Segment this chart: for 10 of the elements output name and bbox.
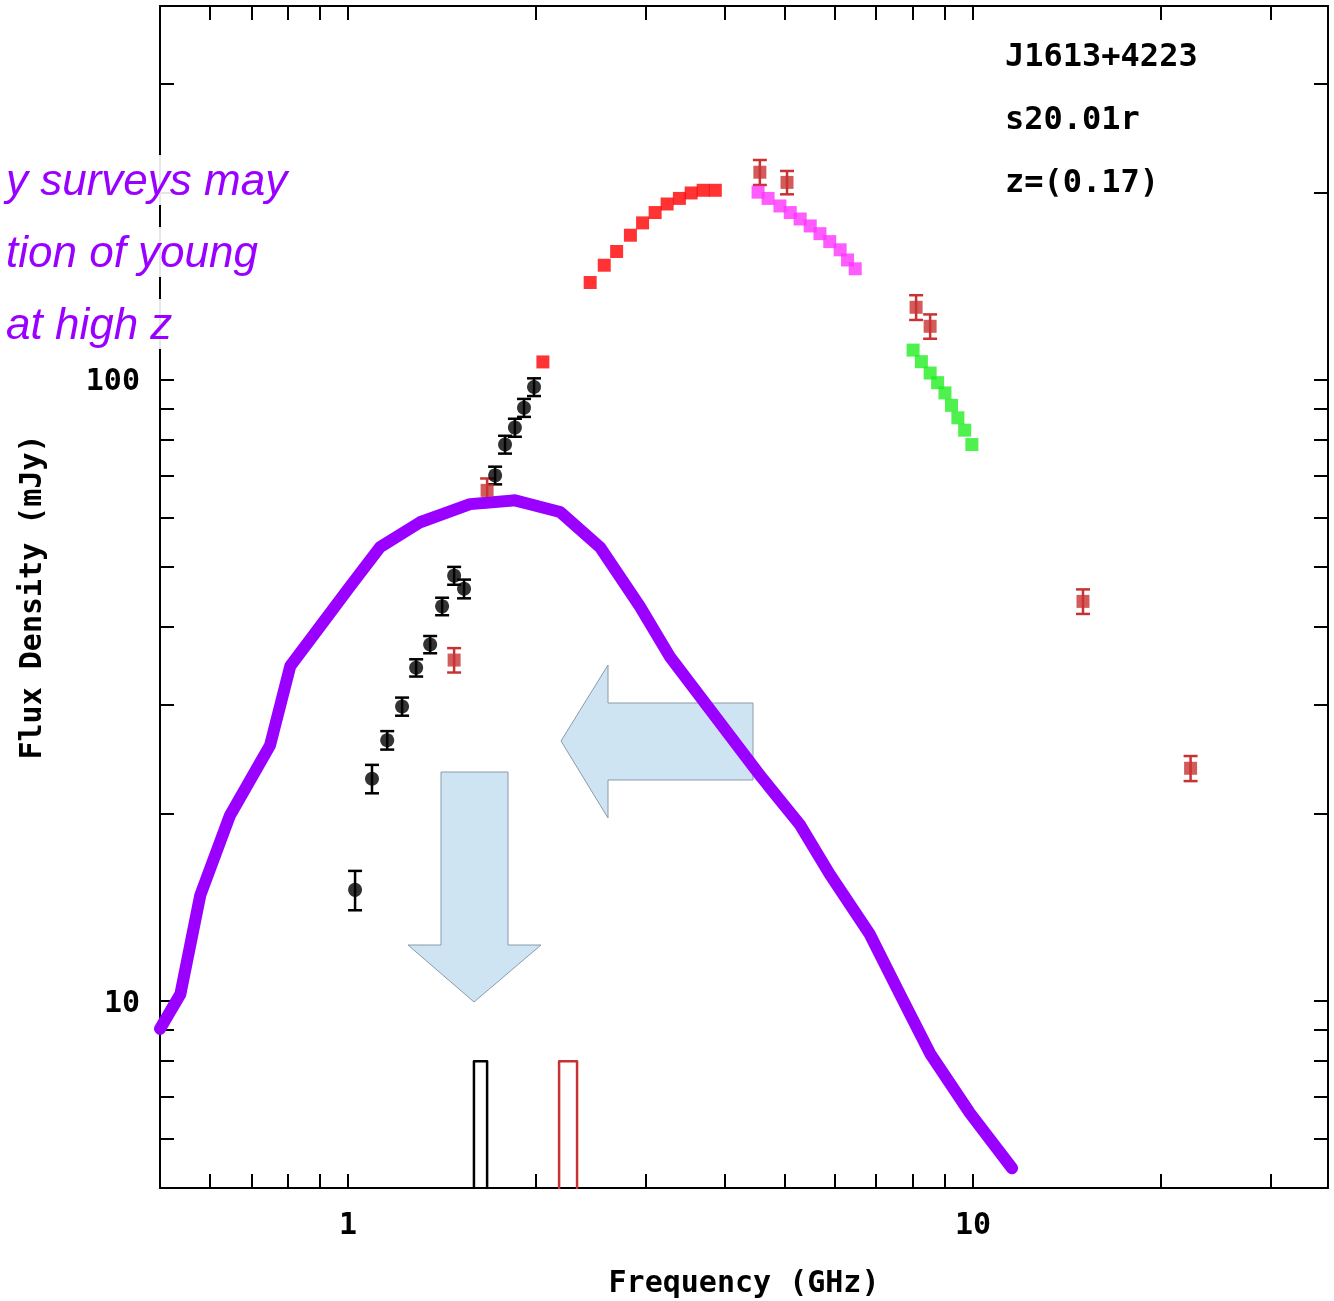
annotation: tion of young (0, 227, 262, 277)
x-tick-label: 1 (339, 1205, 358, 1241)
annotation: y surveys may (0, 155, 292, 205)
y-tick-label: 100 (85, 362, 140, 398)
annotation: s20.01r (1005, 99, 1140, 137)
x-axis-title: Frequency (GHz) (608, 1263, 880, 1299)
y-axis-title: Flux Density (mJy) (12, 434, 48, 760)
annotation: at high z (0, 299, 177, 349)
annotation: J1613+4223 (1005, 36, 1198, 74)
annotation: z=(0.17) (1005, 162, 1160, 200)
